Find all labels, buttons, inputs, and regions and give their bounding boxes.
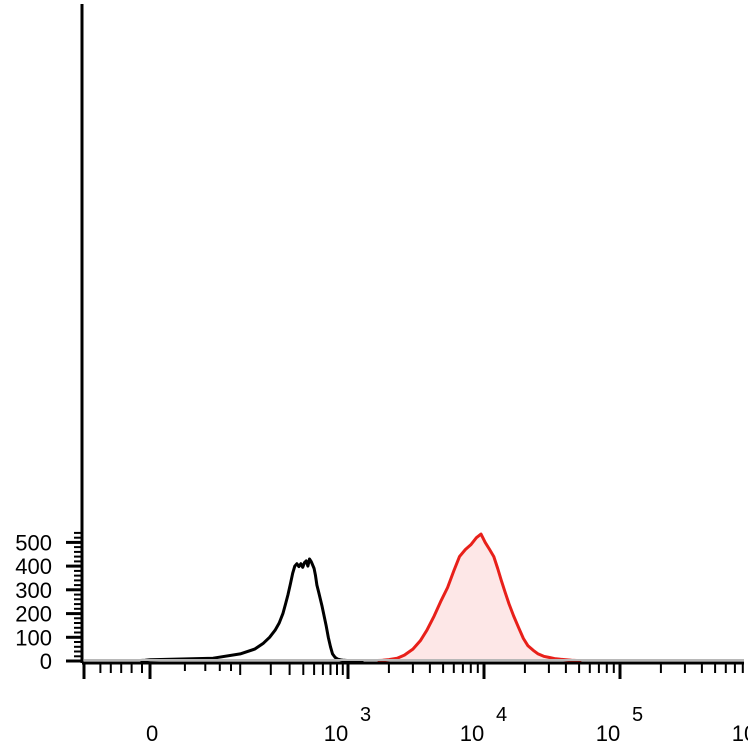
y-tick-label: 100 [15,625,52,650]
axes-layer [80,4,744,665]
x-tick-label: 106 [732,721,748,746]
y-tick-label: 500 [15,530,52,555]
x-tick-label: 10 3 [324,704,371,746]
y-tick-label: 400 [15,554,52,579]
x-ticks: 0 10 3 10 4 10 5 106 [82,663,748,746]
x-tick-label-base: 0 [146,721,158,746]
series-1-area [377,534,582,661]
x-tick-label-base: 10 [324,721,348,746]
x-tick-label: 0 [146,721,158,746]
x-tick-label-exponent: 5 [632,704,643,726]
x-tick-label-base: 10 [460,721,484,746]
x-tick-label-base: 10 [596,721,620,746]
series-1-line [377,532,582,663]
series-0-line [140,557,364,663]
y-tick-label: 300 [15,578,52,603]
x-tick-label-exponent: 3 [360,704,371,726]
y-tick-label: 0 [40,649,52,674]
y-tick-label: 200 [15,602,52,627]
x-tick-label-exponent: 4 [496,704,507,726]
x-tick-label: 10 5 [596,704,643,746]
series-layer [140,532,582,663]
x-tick-label-base: 10 [732,721,748,746]
x-tick-label: 10 4 [460,704,507,746]
